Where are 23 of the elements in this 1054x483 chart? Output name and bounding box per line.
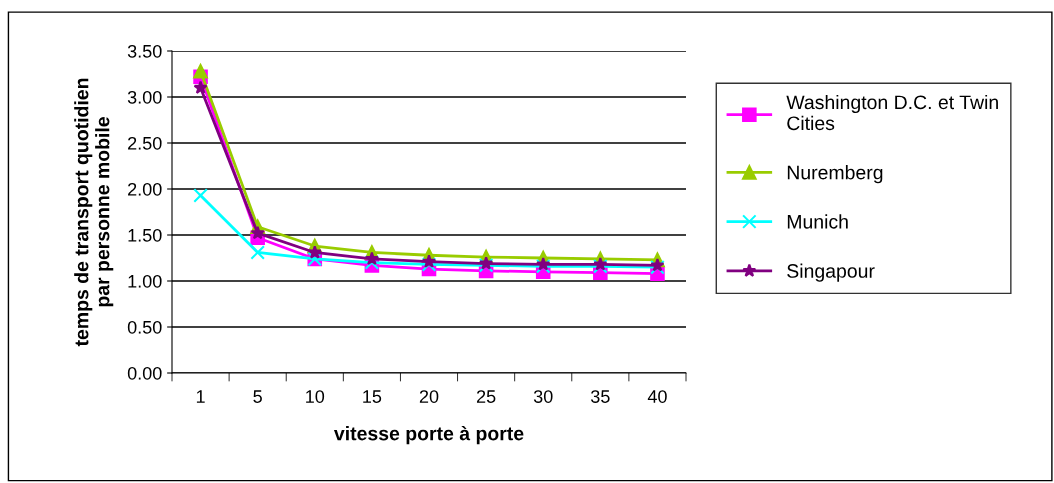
- x-tick-label: 35: [590, 390, 610, 403]
- y-tick-label: 2.50: [128, 136, 162, 150]
- legend-label: Singapour: [787, 263, 875, 282]
- x-tick-label: 10: [306, 390, 325, 403]
- legend-label: Nuremberg: [787, 165, 883, 184]
- x-tick-label: 15: [363, 390, 382, 403]
- x-axis-title: vitesse porte à porte: [333, 425, 524, 445]
- y-axis-title: temps de transport quotidien par personne mobile: [74, 78, 114, 347]
- x-tick-label: 40: [647, 390, 667, 403]
- x-tick-label: 1: [196, 390, 205, 403]
- y-tick-label: 2.00: [128, 182, 162, 196]
- y-tick-label: 0.50: [127, 320, 162, 334]
- legend-label: Munich: [787, 214, 848, 229]
- y-tick-label: 3.00: [127, 90, 162, 104]
- legend-label: Washington D.C. et Twin Cities: [786, 94, 998, 131]
- y-tick-label: 1.50: [128, 228, 162, 242]
- y-tick-label: 1.00: [128, 274, 162, 288]
- y-tick-label: 0.00: [127, 366, 162, 380]
- x-tick-label: 25: [476, 390, 496, 403]
- x-tick-label: 30: [533, 390, 553, 403]
- x-tick-label: 5: [253, 390, 262, 403]
- y-tick-label: 3.50: [127, 44, 162, 58]
- x-tick-label: 20: [419, 390, 439, 403]
